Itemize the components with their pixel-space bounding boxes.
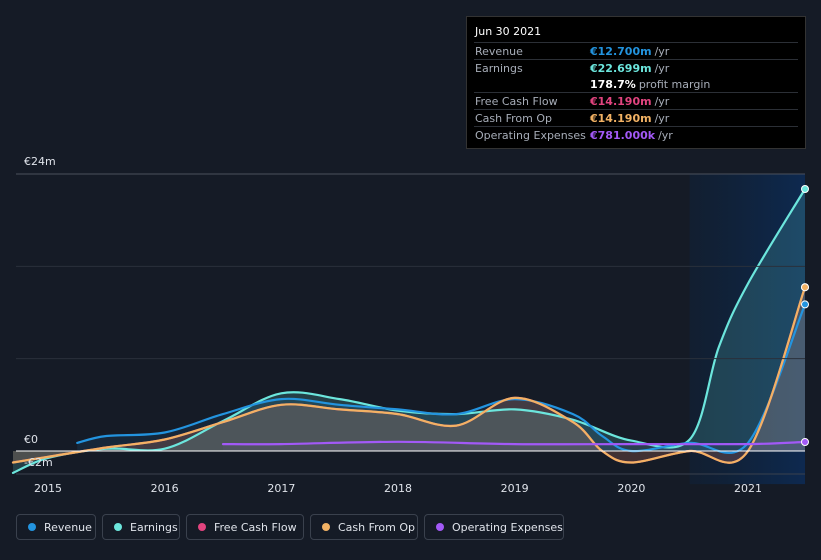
operating-expenses-line xyxy=(221,440,807,446)
tooltip-row-value: €781.000k xyxy=(590,129,656,142)
legend-label: Earnings xyxy=(130,521,178,534)
tooltip-row-unit: /yr xyxy=(654,45,670,58)
legend-item-revenue[interactable]: Revenue xyxy=(16,514,96,540)
x-tick-label: 2021 xyxy=(734,482,762,495)
recent-period-shade xyxy=(689,174,805,485)
y-tick-label: -€2m xyxy=(24,456,53,469)
tooltip-row-label: Free Cash Flow xyxy=(475,95,558,108)
legend-label: Free Cash Flow xyxy=(214,521,297,534)
legend-item-earnings[interactable]: Earnings xyxy=(102,514,180,540)
tooltip-row-label: Revenue xyxy=(475,45,523,58)
revenue-area xyxy=(77,304,805,453)
tooltip-row-value: €14.190m xyxy=(590,95,652,108)
legend-dot-icon xyxy=(28,523,36,531)
tooltip-row: 178.7% profit margin xyxy=(474,76,798,92)
y-tick-label: €24m xyxy=(24,155,56,168)
legend-label: Revenue xyxy=(44,521,92,534)
legend-item-operating-expenses[interactable]: Operating Expenses xyxy=(424,514,564,540)
tooltip-row: Revenue €12.700m/yr xyxy=(474,42,798,59)
x-tick-label: 2016 xyxy=(151,482,179,495)
cash-from-op-end-point xyxy=(801,283,809,292)
x-tick-label: 2015 xyxy=(34,482,62,495)
y-tick-label: €0 xyxy=(24,433,38,446)
x-tick-label: 2018 xyxy=(384,482,412,495)
data-tooltip: Jun 30 2021 Revenue €12.700m/yr Earnings €2… xyxy=(466,16,806,149)
tooltip-row: Earnings €22.699m/yr xyxy=(474,59,798,76)
tooltip-row-unit: /yr xyxy=(654,62,670,75)
cash-from-op-area xyxy=(13,287,805,463)
tooltip-date: Jun 30 2021 xyxy=(475,25,542,38)
legend-dot-icon xyxy=(322,523,330,531)
legend-dot-icon xyxy=(198,523,206,531)
operating-expenses-end-point xyxy=(801,437,809,446)
tooltip-row-label: Operating Expenses xyxy=(475,129,586,142)
legend-dot-icon xyxy=(436,523,444,531)
tooltip-row: Operating Expenses €781.000k/yr xyxy=(474,126,798,143)
tooltip-row: Cash From Op €14.190m/yr xyxy=(474,109,798,126)
tooltip-row-value: €12.700m xyxy=(590,45,652,58)
tooltip-row-unit: profit margin xyxy=(638,78,711,91)
tooltip-row-unit: /yr xyxy=(654,112,670,125)
tooltip-row: Free Cash Flow €14.190m/yr xyxy=(474,92,798,109)
x-tick-label: 2019 xyxy=(501,482,529,495)
revenue-end-point xyxy=(801,300,809,309)
tooltip-row-unit: /yr xyxy=(658,129,673,142)
tooltip-row-label: Cash From Op xyxy=(475,112,553,125)
x-tick-label: 2020 xyxy=(617,482,645,495)
legend-label: Operating Expenses xyxy=(452,521,563,534)
legend-item-cash-from-op[interactable]: Cash From Op xyxy=(310,514,418,540)
x-tick-label: 2017 xyxy=(267,482,295,495)
free-cash-flow-area xyxy=(13,287,805,463)
legend-item-free-cash-flow[interactable]: Free Cash Flow xyxy=(186,514,304,540)
earnings-end-point xyxy=(801,185,809,194)
tooltip-row-value: 178.7% xyxy=(590,78,636,91)
tooltip-row-label: Earnings xyxy=(475,62,523,75)
legend-label: Cash From Op xyxy=(338,521,416,534)
legend-dot-icon xyxy=(114,523,122,531)
tooltip-row-value: €14.190m xyxy=(590,112,652,125)
tooltip-row-unit: /yr xyxy=(654,95,670,108)
tooltip-row-value: €22.699m xyxy=(590,62,652,75)
